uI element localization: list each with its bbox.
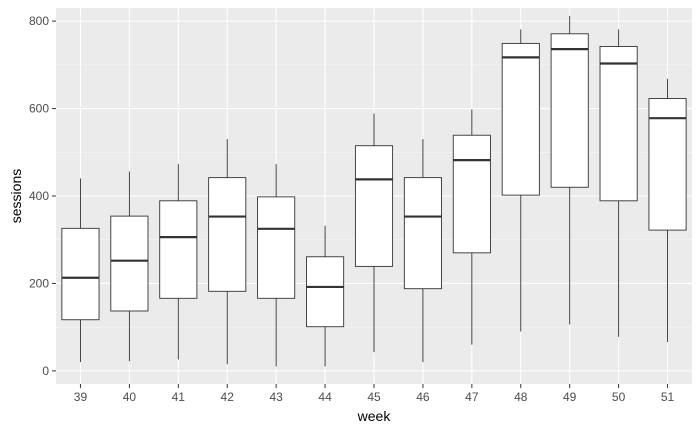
iqr-box	[452, 134, 491, 254]
y-tick-label: 200	[29, 276, 49, 290]
iqr-box	[501, 42, 540, 196]
box-week-39	[61, 178, 100, 363]
axis-ticks	[52, 20, 669, 388]
x-tick-label: 51	[661, 390, 675, 404]
x-tick-label: 50	[612, 390, 626, 404]
box-week-51	[648, 78, 687, 343]
iqr-box	[208, 177, 247, 292]
y-axis-tick-labels: 0 200 400 600 800	[29, 14, 49, 378]
x-tick-label: 41	[172, 390, 186, 404]
iqr-box	[110, 215, 149, 312]
iqr-box	[403, 177, 442, 290]
iqr-box	[306, 256, 345, 328]
x-tick-label: 47	[465, 390, 479, 404]
box-week-44	[306, 225, 345, 367]
box-week-49	[550, 15, 589, 325]
y-tick-label: 0	[42, 364, 49, 378]
box-week-40	[110, 171, 149, 362]
box-week-48	[501, 29, 540, 332]
x-tick-label: 40	[123, 390, 137, 404]
box-week-41	[159, 164, 198, 360]
iqr-box	[550, 33, 589, 188]
iqr-box	[159, 200, 198, 299]
iqr-box	[61, 227, 100, 321]
x-axis-tick-labels: 39 40 41 42 43 44 45 46 47 48 49 50 51	[74, 390, 675, 404]
box-week-43	[257, 164, 296, 367]
x-tick-label: 44	[318, 390, 332, 404]
box-week-47	[452, 109, 491, 345]
x-tick-label: 43	[269, 390, 283, 404]
iqr-box	[354, 145, 394, 267]
y-tick-label: 800	[29, 14, 49, 28]
x-tick-label: 39	[74, 390, 88, 404]
y-tick-label: 400	[29, 189, 49, 203]
iqr-box	[648, 98, 687, 231]
box-week-42	[208, 139, 247, 365]
box-week-45	[354, 113, 394, 353]
box-series	[61, 15, 687, 367]
box-week-46	[403, 139, 442, 363]
x-tick-label: 49	[563, 390, 577, 404]
x-tick-label: 48	[514, 390, 528, 404]
iqr-box	[257, 196, 296, 299]
x-tick-label: 45	[367, 390, 381, 404]
x-tick-label: 46	[416, 390, 430, 404]
iqr-box	[599, 46, 638, 202]
x-tick-label: 42	[221, 390, 235, 404]
box-week-50	[599, 29, 638, 337]
y-tick-label: 600	[29, 102, 49, 116]
y-axis-title: sessions	[8, 169, 24, 223]
x-axis-title: week	[357, 408, 392, 424]
